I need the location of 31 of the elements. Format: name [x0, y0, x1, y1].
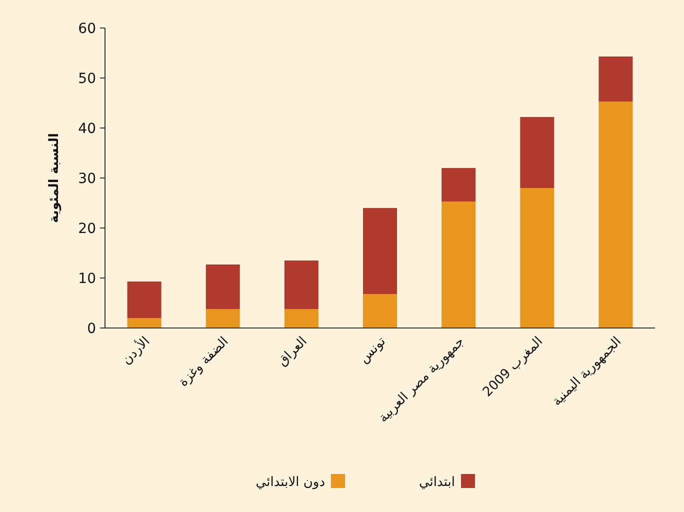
bar — [206, 264, 240, 309]
bar — [363, 208, 397, 294]
bar — [284, 260, 318, 309]
y-tick-label: 30 — [78, 171, 96, 187]
y-axis-title: النسبة المئوية — [47, 133, 62, 223]
x-tick-label: تونس — [356, 334, 390, 366]
bar — [442, 168, 476, 202]
y-tick-label: 60 — [78, 21, 96, 37]
bar — [520, 117, 554, 188]
x-tick-label: الأردن — [118, 332, 154, 368]
bar — [598, 102, 633, 328]
y-tick-label: 40 — [78, 121, 96, 137]
x-tick-label: المغرب 2009 — [480, 334, 546, 400]
legend-label: دون الابتدائي — [256, 475, 326, 490]
bar — [520, 188, 554, 328]
x-tick-label: الضفة وغزة — [176, 334, 232, 390]
y-tick-label: 50 — [78, 71, 96, 87]
y-tick-label: 20 — [78, 221, 96, 237]
bar — [284, 309, 318, 328]
bar — [127, 282, 162, 318]
bar — [127, 318, 162, 328]
legend: دون الابتدائي ابتدائي — [256, 474, 475, 490]
legend-label: ابتدائي — [418, 475, 455, 490]
bar — [598, 56, 633, 102]
x-tick-label: الجمهورية اليمنية — [550, 334, 625, 410]
x-tick-label: العراق — [275, 334, 310, 370]
bar — [442, 202, 476, 328]
y-tick-label: 10 — [78, 271, 96, 287]
bar — [206, 309, 240, 328]
y-tick-label: 0 — [87, 321, 96, 337]
bar — [363, 294, 397, 328]
